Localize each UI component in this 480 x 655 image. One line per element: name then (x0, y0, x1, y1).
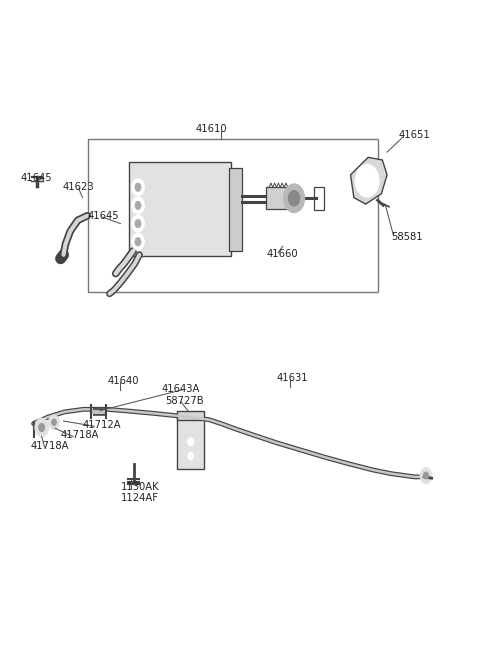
Text: 41645: 41645 (87, 211, 119, 221)
Text: 58581: 58581 (391, 232, 422, 242)
Text: 41640: 41640 (107, 376, 139, 386)
Text: 41643A: 41643A (162, 384, 200, 394)
Circle shape (284, 184, 304, 213)
Circle shape (420, 468, 432, 483)
Text: 41718A: 41718A (30, 441, 69, 451)
Polygon shape (350, 157, 387, 204)
Text: 58727B: 58727B (165, 396, 204, 406)
Text: 1130AK: 1130AK (120, 481, 159, 492)
Text: 41623: 41623 (62, 182, 94, 192)
Text: 41712A: 41712A (83, 420, 121, 430)
Circle shape (52, 419, 56, 426)
Circle shape (188, 452, 193, 460)
Bar (229, 168, 242, 251)
Bar (266, 187, 289, 210)
Circle shape (288, 191, 300, 206)
Text: 41645: 41645 (21, 173, 52, 183)
Text: 41610: 41610 (196, 124, 228, 134)
Circle shape (132, 197, 144, 214)
Text: 41631: 41631 (277, 373, 309, 383)
Circle shape (423, 472, 429, 479)
Text: 41651: 41651 (399, 130, 431, 140)
Circle shape (39, 423, 45, 432)
Text: 1124AF: 1124AF (120, 493, 158, 502)
Circle shape (135, 219, 141, 228)
Circle shape (132, 179, 144, 196)
Bar (313, 187, 324, 210)
Circle shape (135, 201, 141, 210)
Text: 41718A: 41718A (60, 430, 99, 440)
Circle shape (132, 233, 144, 250)
Circle shape (135, 238, 141, 246)
Bar (178, 419, 204, 469)
Bar (178, 411, 204, 420)
Circle shape (355, 164, 379, 197)
Circle shape (132, 215, 144, 232)
Circle shape (49, 415, 59, 430)
Bar (129, 162, 230, 256)
Text: 41660: 41660 (266, 249, 298, 259)
Bar (88, 139, 378, 291)
Circle shape (135, 183, 141, 191)
Circle shape (35, 419, 48, 437)
Circle shape (188, 438, 193, 445)
